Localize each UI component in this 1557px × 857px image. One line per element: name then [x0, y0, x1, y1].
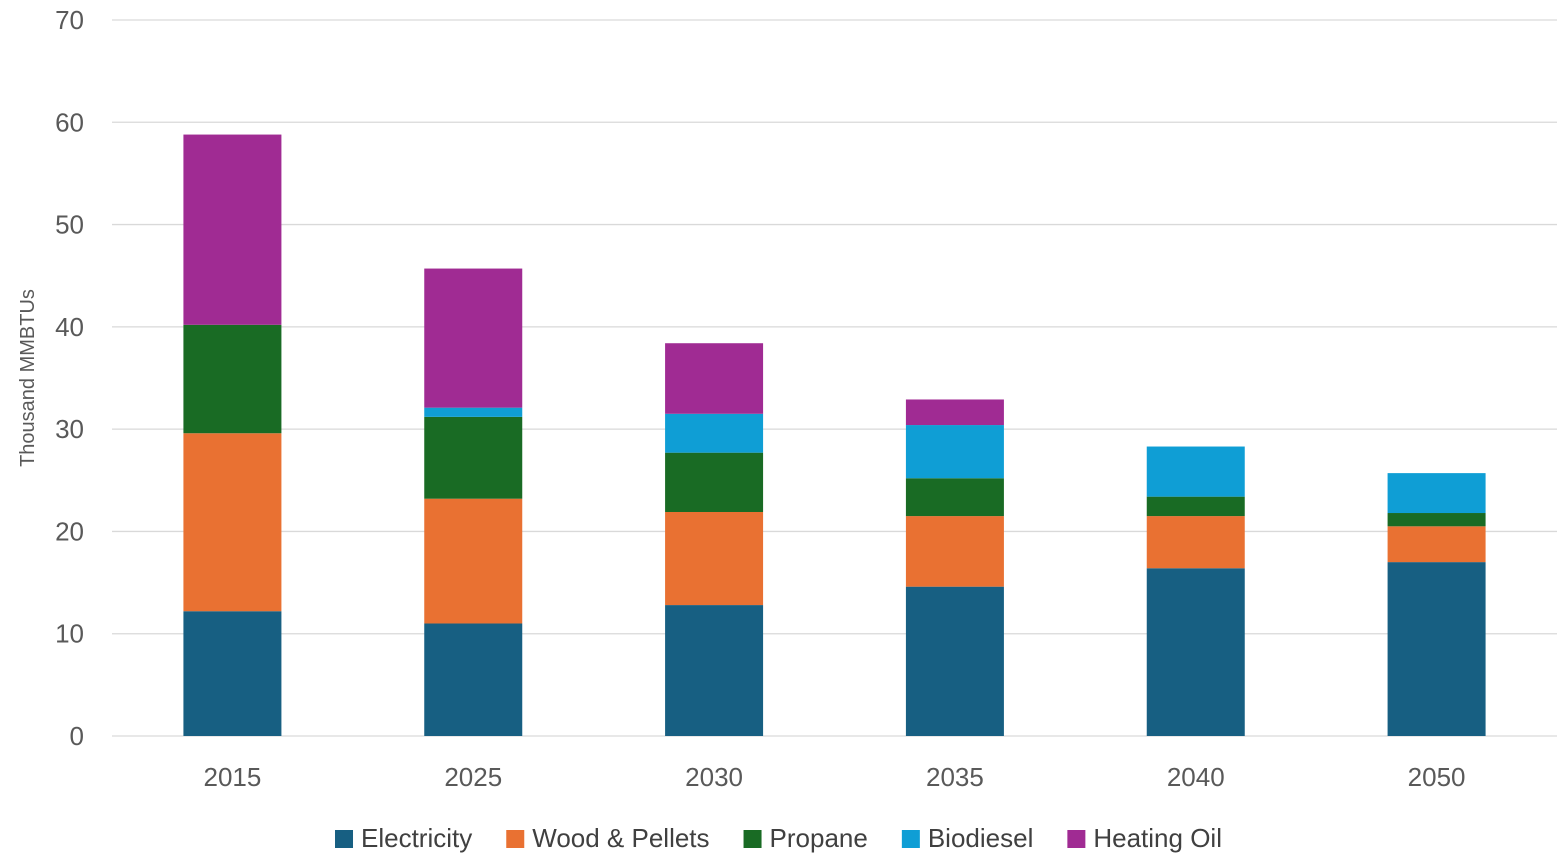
y-tick-label: 30 [55, 414, 84, 444]
legend-label: Electricity [361, 823, 472, 853]
x-tick-label: 2025 [444, 762, 502, 792]
bar-segment-propane-2035 [905, 478, 1004, 517]
x-tick-label: 2030 [685, 762, 743, 792]
bar-segment-electricity-2040 [1146, 568, 1245, 736]
x-tick-label: 2040 [1167, 762, 1225, 792]
bar-segment-electricity-2025 [424, 623, 523, 736]
bar-segment-propane-2050 [1387, 513, 1486, 527]
bar-segment-wood-pellets-2015 [183, 433, 282, 612]
y-axis-ticks: 0 10 20 30 40 50 60 70 [55, 5, 84, 751]
y-tick-label: 50 [55, 210, 84, 240]
bar-segment-wood-pellets-2040 [1146, 516, 1245, 569]
bar-segment-heating-oil-2015 [183, 134, 282, 325]
bar-segment-wood-pellets-2030 [665, 511, 764, 606]
y-tick-label: 0 [70, 721, 84, 751]
legend-item: Electricity [335, 823, 472, 853]
legend-swatch [506, 830, 525, 848]
bar-segment-wood-pellets-2050 [1387, 526, 1486, 563]
bar-segment-biodiesel-2050 [1387, 473, 1486, 514]
bar-segment-biodiesel-2030 [665, 413, 764, 453]
y-tick-label: 60 [55, 107, 84, 137]
legend-label: Propane [770, 823, 868, 853]
bar-segment-biodiesel-2040 [1146, 446, 1245, 497]
x-tick-label: 2050 [1408, 762, 1466, 792]
bar-segment-propane-2025 [424, 416, 523, 499]
legend-item: Heating Oil [1067, 823, 1222, 853]
legend: Electricity Wood & Pellets Propane Biodiese… [335, 823, 1222, 853]
bar-segment-electricity-2050 [1387, 562, 1486, 736]
y-tick-label: 70 [55, 5, 84, 35]
bar-segment-wood-pellets-2025 [424, 498, 523, 624]
gridlines [112, 19, 1557, 737]
bar-segment-wood-pellets-2035 [905, 516, 1004, 587]
legend-item: Wood & Pellets [506, 823, 710, 853]
legend-swatch [743, 830, 762, 848]
legend-label: Biodiesel [928, 823, 1034, 853]
legend-item: Biodiesel [901, 823, 1034, 853]
legend-item: Propane [743, 823, 868, 853]
legend-swatch [335, 830, 354, 848]
bars [183, 134, 1486, 736]
bar-segment-propane-2040 [1146, 496, 1245, 517]
bar-segment-biodiesel-2035 [905, 425, 1004, 479]
legend-swatch [1067, 830, 1086, 848]
bar-segment-heating-oil-2030 [665, 343, 764, 414]
y-axis-title: Thousand MMBTUs [17, 289, 39, 467]
legend-label: Heating Oil [1093, 823, 1222, 853]
bar-segment-biodiesel-2025 [424, 407, 523, 417]
y-tick-label: 40 [55, 312, 84, 342]
bar-segment-heating-oil-2035 [905, 399, 1004, 426]
y-tick-label: 10 [55, 619, 84, 649]
x-tick-label: 2015 [203, 762, 261, 792]
bar-segment-electricity-2030 [665, 605, 764, 736]
x-tick-label: 2035 [926, 762, 984, 792]
bar-segment-heating-oil-2025 [424, 268, 523, 408]
legend-label: Wood & Pellets [532, 823, 709, 853]
bar-segment-electricity-2015 [183, 611, 282, 736]
y-tick-label: 20 [55, 516, 84, 546]
bar-segment-propane-2015 [183, 324, 282, 434]
legend-swatch [901, 830, 920, 848]
x-axis-ticks: 2015 2025 2030 2035 2040 2050 [203, 762, 1465, 792]
bar-segment-electricity-2035 [905, 586, 1004, 736]
bar-segment-propane-2030 [665, 452, 764, 512]
